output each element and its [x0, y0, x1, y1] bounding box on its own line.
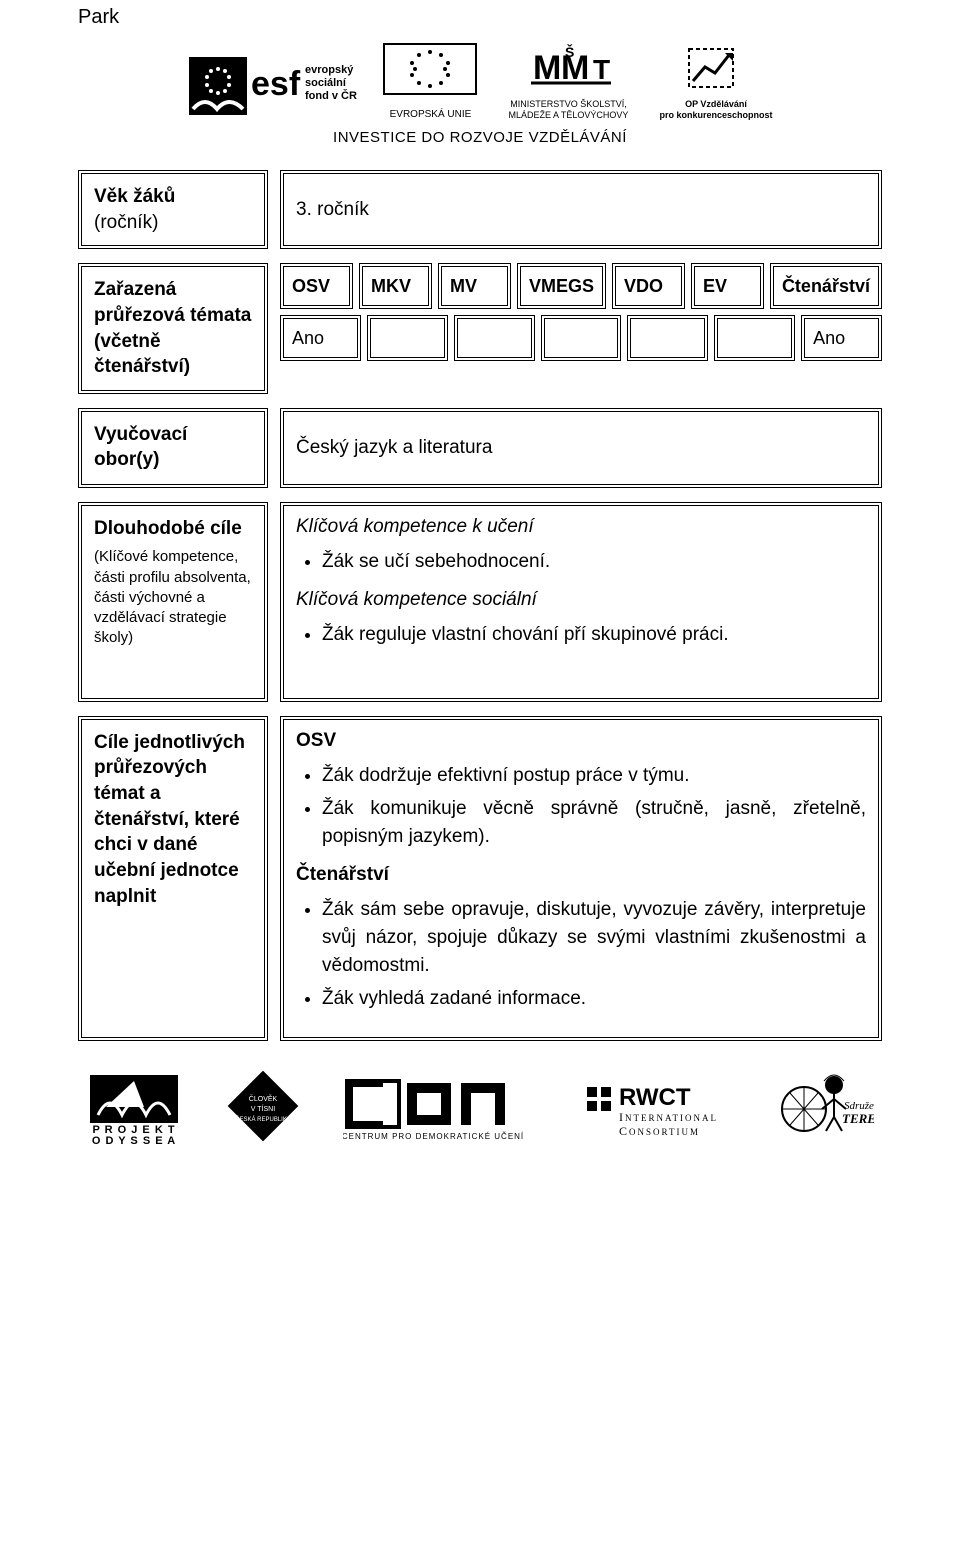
theme-head-2: MV	[438, 263, 511, 309]
logo-cdu: CENTRUM PRO DEMOKRATICKÉ UČENÍ	[343, 1075, 543, 1145]
msmt-icon: M Š M T	[503, 43, 633, 99]
top-banner: esf evropský sociální fond v ČR	[78, 39, 882, 156]
svg-text:fond v ČR: fond v ČR	[305, 89, 357, 102]
logo-eu: EVROPSKÁ UNIE	[383, 43, 477, 121]
goals-osv-head: OSV	[296, 730, 866, 752]
cell-age-value: 3. ročník	[280, 170, 882, 249]
longterm-note: (Klíčové kompetence, části profilu absol…	[94, 547, 252, 648]
cell-age-label: Věk žáků (ročník)	[78, 170, 268, 249]
msmt-caption1: MINISTERSTVO ŠKOLSTVÍ,	[510, 99, 627, 110]
esf-caption1: evropský	[305, 64, 354, 76]
theme-val-0: Ano	[280, 315, 361, 361]
cell-longterm-label: Dlouhodobé cíle (Klíčové kompetence, čás…	[78, 502, 268, 702]
cell-goals-label: Cíle jednotlivých průřezových témat a čt…	[78, 716, 268, 1041]
logo-tereza: Sdružení TEREZA	[764, 1069, 874, 1145]
cell-themes-label: Zařazená průřezová témata (včetně čtenář…	[78, 263, 268, 394]
bottom-banner: P R O J E K T O D Y S S E A ČLOVĚK V TÍS…	[78, 1069, 882, 1145]
opvk-caption1: OP Vzdělávání	[685, 99, 747, 110]
logo-esf: esf evropský sociální fond v ČR	[187, 51, 357, 121]
longterm-sec1-title: Klíčová kompetence k učení	[296, 516, 866, 538]
svg-text:V TÍSNI: V TÍSNI	[250, 1104, 274, 1113]
cell-subject-value: Český jazyk a literatura	[280, 408, 882, 488]
subject-value: Český jazyk a literatura	[296, 437, 492, 459]
banner-tagline: INVESTICE DO ROZVOJE VZDĚLÁVÁNÍ	[78, 129, 882, 146]
theme-head-0: OSV	[280, 263, 353, 309]
theme-val-2	[454, 315, 535, 361]
goals-cten-list: Žák sám sebe opravuje, diskutuje, vyvozu…	[296, 896, 866, 1012]
logo-odyssea: P R O J E K T O D Y S S E A	[86, 1071, 182, 1145]
longterm-label: Dlouhodobé cíle	[94, 516, 252, 542]
row-age: Věk žáků (ročník) 3. ročník	[78, 170, 882, 249]
theme-head-6: Čtenářství	[770, 263, 882, 309]
longterm-sec1-list: Žák se učí sebehodnocení.	[296, 548, 866, 576]
logo-rwct: RWCT INTERNATIONAL CONSORTIUM	[579, 1075, 729, 1145]
theme-val-3	[541, 315, 622, 361]
theme-val-6: Ano	[801, 315, 882, 361]
theme-head-3: VMEGS	[517, 263, 606, 309]
svg-text:RWCT: RWCT	[619, 1084, 691, 1111]
row-longterm: Dlouhodobé cíle (Klíčové kompetence, čás…	[78, 502, 882, 702]
age-label-bold: Věk žáků	[94, 184, 252, 210]
theme-val-4	[627, 315, 708, 361]
longterm-sec2-title: Klíčová kompetence sociální	[296, 589, 866, 611]
theme-val-1	[367, 315, 448, 361]
svg-text:INTERNATIONAL: INTERNATIONAL	[619, 1110, 718, 1124]
list-item: Žák komunikuje věcně správně (stručně, j…	[322, 795, 866, 850]
svg-text:CENTRUM PRO DEMOKRATICKÉ UČ: CENTRUM PRO DEMOKRATICKÉ UČENÍ	[343, 1132, 524, 1141]
longterm-sec2-list: Žák reguluje vlastní chování pří skupino…	[296, 621, 866, 649]
page-root: Park esf evropský sociální fo	[0, 6, 960, 1175]
themes-values: Ano Ano	[280, 315, 882, 361]
tereza-icon: Sdružení TEREZA	[764, 1069, 874, 1145]
svg-text:ČESKÁ REPUBLIKA: ČESKÁ REPUBLIKA	[235, 1116, 291, 1123]
list-item: Žák reguluje vlastní chování pří skupino…	[322, 621, 866, 649]
list-item: Žák sám sebe opravuje, diskutuje, vyvozu…	[322, 896, 866, 979]
list-item: Žák vyhledá zadané informace.	[322, 985, 866, 1013]
logo-opvk: OP Vzdělávání pro konkurenceschopnost	[659, 43, 772, 121]
svg-text:TEREZA: TEREZA	[842, 1111, 874, 1126]
cell-goals-content: OSV Žák dodržuje efektivní postup práce …	[280, 716, 882, 1041]
row-themes: Zařazená průřezová témata (včetně čtenář…	[78, 263, 882, 394]
goals-cten-head: Čtenářství	[296, 864, 866, 886]
themes-headers: OSV MKV MV VMEGS VDO EV Čtenářství	[280, 263, 882, 309]
odyssea-icon: P R O J E K T O D Y S S E A	[86, 1071, 182, 1145]
age-label-plain: (ročník)	[94, 210, 252, 236]
document-title: Park	[78, 6, 882, 29]
cdu-icon: CENTRUM PRO DEMOKRATICKÉ UČENÍ	[343, 1075, 543, 1145]
msmt-caption2: MLÁDEŽE A TĚLOVÝCHOVY	[509, 110, 629, 121]
theme-head-5: EV	[691, 263, 764, 309]
eu-caption: EVROPSKÁ UNIE	[390, 109, 472, 121]
subject-label: Vyučovací obor(y)	[94, 422, 252, 473]
opvk-icon	[671, 43, 761, 99]
eu-flag-icon	[383, 43, 477, 107]
theme-val-5	[714, 315, 795, 361]
themes-grid: OSV MKV MV VMEGS VDO EV Čtenářství Ano A…	[280, 263, 882, 394]
list-item: Žák dodržuje efektivní postup práce v tý…	[322, 762, 866, 790]
list-item: Žák se učí sebehodnocení.	[322, 548, 866, 576]
themes-label: Zařazená průřezová témata (včetně čtenář…	[94, 277, 252, 380]
logo-clovek-v-tisni: ČLOVĚK V TÍSNI ČESKÁ REPUBLIKA	[218, 1071, 308, 1145]
esf-icon: esf evropský sociální fond v ČR	[187, 51, 357, 121]
svg-text:M: M	[533, 49, 561, 87]
theme-head-4: VDO	[612, 263, 685, 309]
svg-text:ČLOVĚK: ČLOVĚK	[248, 1094, 277, 1103]
row-subject: Vyučovací obor(y) Český jazyk a literatu…	[78, 408, 882, 488]
svg-text:T: T	[593, 54, 610, 85]
svg-text:CONSORTIUM: CONSORTIUM	[619, 1124, 700, 1138]
cell-subject-label: Vyučovací obor(y)	[78, 408, 268, 488]
rwct-icon: RWCT INTERNATIONAL CONSORTIUM	[579, 1075, 729, 1145]
svg-text:M: M	[561, 49, 589, 87]
svg-text:sociální: sociální	[305, 77, 347, 89]
goals-osv-list: Žák dodržuje efektivní postup práce v tý…	[296, 762, 866, 851]
row-goals: Cíle jednotlivých průřezových témat a čt…	[78, 716, 882, 1041]
opvk-caption2: pro konkurenceschopnost	[659, 110, 772, 121]
age-value: 3. ročník	[296, 199, 369, 221]
cell-longterm-content: Klíčová kompetence k učení Žák se učí se…	[280, 502, 882, 702]
logo-msmt: M Š M T MINISTERSTVO ŠKOLSTVÍ, MLÁDEŽE A…	[503, 43, 633, 121]
pin-icon: ČLOVĚK V TÍSNI ČESKÁ REPUBLIKA	[218, 1071, 308, 1145]
svg-text:O D Y S S E A: O D Y S S E A	[92, 1135, 176, 1145]
goals-label: Cíle jednotlivých průřezových témat a čt…	[94, 730, 252, 909]
theme-head-1: MKV	[359, 263, 432, 309]
svg-text:esf: esf	[251, 65, 301, 103]
